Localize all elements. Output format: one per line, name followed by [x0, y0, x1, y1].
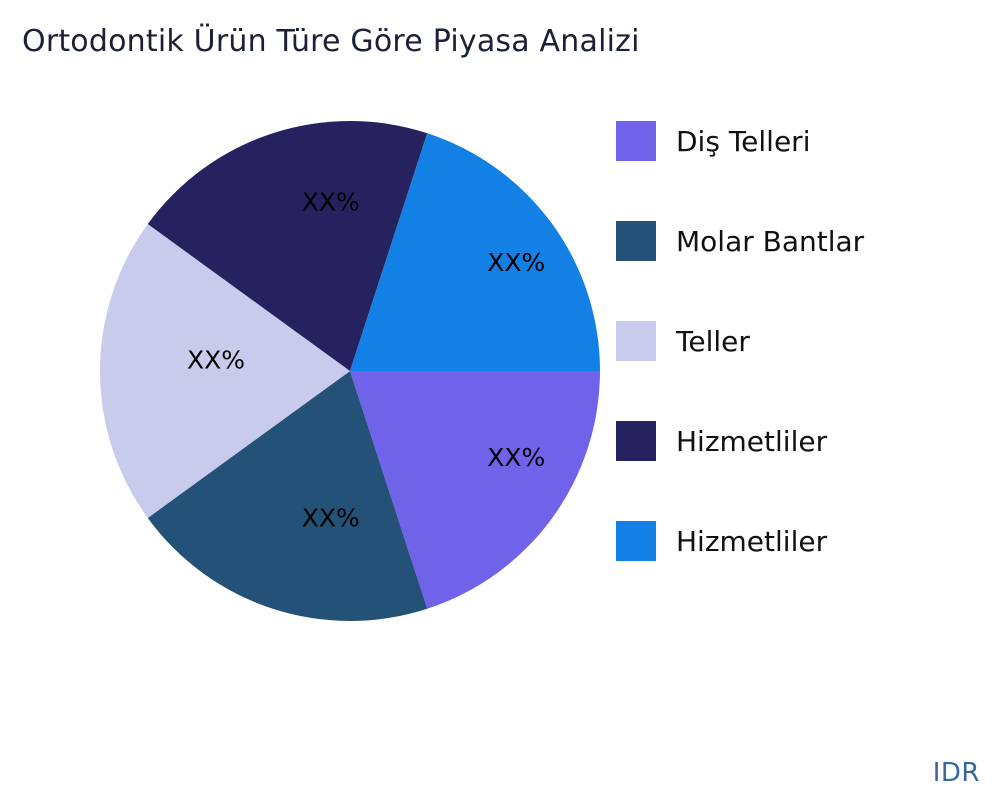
pie-slice-2 — [100, 224, 350, 518]
pie-slice-value-label: XX% — [487, 248, 545, 277]
legend-item-label: Molar Bantlar — [676, 224, 865, 258]
pie-slice-3 — [147, 121, 428, 371]
legend-item-label: Hizmetliler — [676, 524, 828, 558]
legend-item: Teller — [616, 321, 864, 361]
legend-color-swatch — [616, 221, 656, 261]
pie-slice-value-label: XX% — [302, 188, 360, 217]
pie-slice-4 — [350, 133, 600, 371]
legend-color-swatch — [616, 421, 656, 461]
legend-item: Diş Telleri — [616, 121, 864, 161]
legend-item-label: Teller — [676, 324, 750, 358]
watermark-idr: IDR — [932, 758, 980, 788]
legend-color-swatch — [616, 321, 656, 361]
legend-color-swatch — [616, 521, 656, 561]
pie-slice-value-label: XX% — [187, 346, 245, 375]
legend: Diş Telleri Molar Bantlar Teller Hizmetlile… — [616, 121, 864, 621]
legend-item: Hizmetliler — [616, 421, 864, 461]
pie-slice-value-label: XX% — [302, 503, 360, 532]
pie-slice-0 — [350, 371, 600, 609]
pie-slice-value-label: XX% — [487, 443, 545, 472]
legend-item: Molar Bantlar — [616, 221, 864, 261]
legend-item: Hizmetliler — [616, 521, 864, 561]
chart-title: Ortodontik Ürün Türe Göre Piyasa Analizi — [22, 24, 640, 59]
pie-slice-1 — [147, 371, 428, 621]
legend-item-label: Hizmetliler — [676, 424, 828, 458]
legend-item-label: Diş Telleri — [676, 124, 811, 158]
legend-color-swatch — [616, 121, 656, 161]
